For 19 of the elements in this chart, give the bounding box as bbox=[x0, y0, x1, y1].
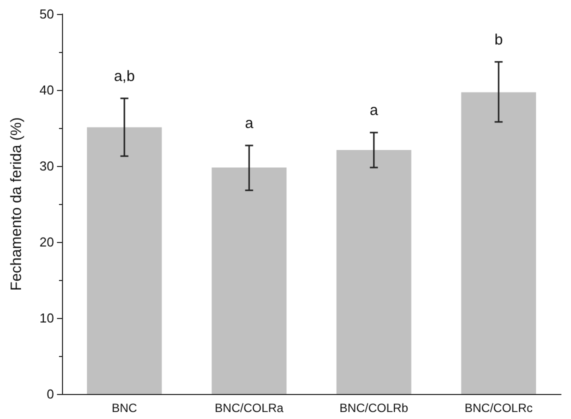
bar bbox=[212, 168, 287, 394]
y-tick-label: 40 bbox=[40, 82, 54, 98]
y-axis-title: Fechamento da ferida (%) bbox=[8, 117, 25, 291]
bar bbox=[461, 92, 536, 394]
annotation: a bbox=[244, 114, 254, 132]
y-tick-label: 50 bbox=[40, 6, 54, 22]
annotation: a,b bbox=[114, 68, 135, 85]
y-tick-label: 10 bbox=[40, 310, 54, 326]
x-tick-label: BNC/COLRa bbox=[214, 401, 284, 415]
x-tick-label: BNC bbox=[112, 401, 138, 415]
y-tick-label: 0 bbox=[46, 386, 54, 402]
x-tick-label: BNC/COLRb bbox=[340, 401, 409, 415]
y-tick-label: 30 bbox=[40, 158, 54, 174]
annotation: a bbox=[370, 102, 379, 120]
x-tick-label: BNC/COLRc bbox=[464, 401, 533, 415]
bar bbox=[86, 127, 162, 394]
bar bbox=[336, 150, 412, 394]
y-tick-label: 20 bbox=[40, 234, 54, 250]
annotation: b bbox=[494, 31, 503, 48]
